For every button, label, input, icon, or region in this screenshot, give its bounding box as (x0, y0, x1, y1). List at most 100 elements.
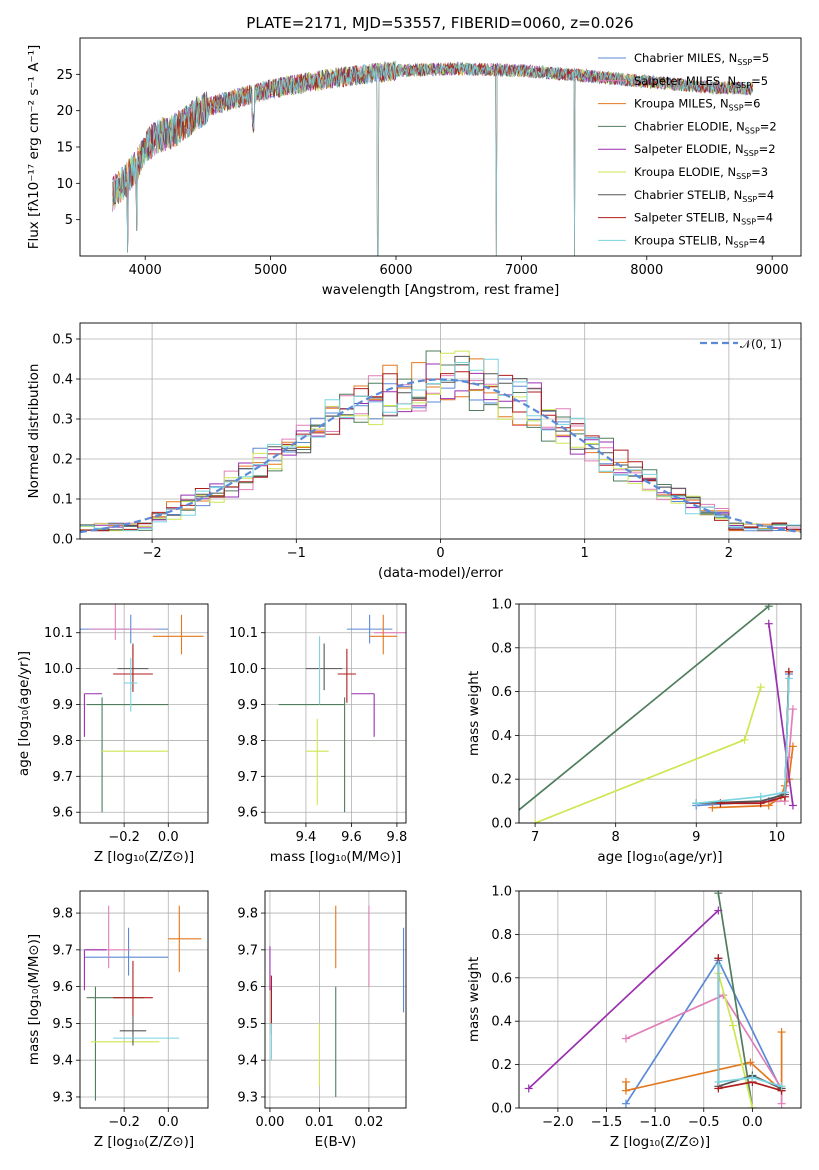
x-tick-label: 8 (612, 830, 620, 845)
y-tick-label: 20 (56, 104, 73, 119)
weight-marker (728, 1021, 737, 1030)
x-tick-label: 9 (692, 830, 700, 845)
y-tick-label: 9.6 (237, 806, 258, 821)
weight-marker (788, 801, 797, 810)
error-point (337, 648, 356, 703)
x-tick-label: 9000 (756, 263, 789, 278)
x-tick-label: 7 (531, 830, 539, 845)
axes-frame (79, 37, 802, 257)
legend-entry: Chabrier ELODIE, NSSP=2 (634, 119, 777, 135)
x-axis-label: age [log₁₀(age/yr)] (597, 849, 722, 865)
legend-entry: Chabrier MILES, NSSP=5 (634, 51, 769, 67)
normal-curve (80, 378, 801, 534)
y-tick-label: 0.0 (491, 817, 512, 832)
x-tick-label: 9.8 (387, 830, 408, 845)
legend-sub: SSP (744, 149, 759, 158)
legend-n: =5 (751, 74, 768, 88)
x-axis-label: wavelength [Angstrom, rest frame] (322, 282, 560, 298)
x-tick-label: 0.0 (742, 1115, 763, 1130)
error-point (83, 949, 107, 991)
x-tick-label: 0.0 (158, 830, 179, 845)
weight-line (528, 909, 719, 1090)
weight-marker (748, 1073, 757, 1082)
figure-title: PLATE=2171, MJD=53557, FIBERID=0060, z=0… (246, 14, 633, 32)
y-tick-label: 0.1 (52, 493, 73, 508)
x-axis-label: Z [log₁₀(Z/Z⊙)] (94, 849, 194, 865)
legend-sub: SSP (734, 240, 749, 249)
plot-area (112, 60, 754, 256)
y-tick-label: 0.0 (491, 1102, 512, 1117)
error-point (152, 614, 204, 655)
error-point (86, 986, 144, 1101)
axes-frame (79, 890, 209, 1109)
y-tick-label: 9.3 (237, 1090, 258, 1105)
y-tick-label: 0.8 (491, 928, 512, 943)
axes-weight-vs-age: 7 8 9 10 0.0 0.2 0.4 0.6 0.8 1.0 age [log₁₀(age/yr… (466, 598, 802, 865)
y-axis-label: Normed distribution (26, 364, 42, 499)
histogram-step (80, 371, 801, 532)
y-tick-label: 0.2 (491, 1058, 512, 1073)
x-tick-label: 9.4 (296, 830, 317, 845)
y-tick-label: 0.4 (52, 373, 73, 388)
y-tick-label: 0.4 (491, 1015, 512, 1030)
y-tick-label: 9.8 (52, 734, 73, 749)
error-point (113, 960, 153, 1017)
legend-entry: Salpeter STELIB, NSSP=4 (634, 211, 773, 227)
y-axis-label: age [log₁₀(age/yr)] (16, 651, 32, 776)
y-tick-label: 9.4 (52, 1054, 73, 1069)
x-tick-label: −1.0 (639, 1115, 671, 1130)
y-tick-label: 0.0 (52, 533, 73, 548)
legend-sub: SSP (737, 58, 752, 67)
weight-line (696, 678, 790, 805)
x-tick-label: 2 (725, 546, 733, 561)
legend-sub: SSP (736, 172, 751, 181)
error-point (346, 614, 393, 644)
weight-marker (764, 604, 773, 611)
weight-marker (740, 735, 749, 744)
weight-line (717, 964, 782, 1088)
weight-marker (756, 683, 765, 692)
legend: Chabrier MILES, NSSP=5 Salpeter MILES, NS… (598, 51, 777, 249)
x-axis-label: Z [log₁₀(Z/Z⊙)] (610, 1134, 710, 1150)
legend-n: =6 (744, 97, 761, 111)
y-tick-label: 0.6 (491, 685, 512, 700)
axes-weight-vs-Z: −2.0 −1.5 −1.0 −0.5 0.0 0.0 0.2 0.4 0.6 0.8 1.0 Z [… (466, 885, 802, 1150)
legend-n: =4 (749, 233, 766, 247)
legend-n: =3 (751, 165, 768, 179)
legend-sub: SSP (736, 81, 751, 90)
y-tick-label: 0.2 (52, 453, 73, 468)
weight-marker (621, 1077, 630, 1086)
x-tick-label: 5000 (254, 263, 287, 278)
x-tick-label: 7000 (505, 263, 538, 278)
y-tick-label: 9.6 (237, 980, 258, 995)
error-point (278, 697, 346, 813)
y-tick-label: 1.0 (491, 885, 512, 900)
weight-marker (780, 788, 789, 797)
y-tick-label: 0.3 (52, 413, 73, 428)
x-tick-label: 4000 (129, 263, 162, 278)
axes-mass-vs-Z: −0.2 0.0 9.3 9.4 9.5 9.6 9.7 9.8 Z [log₁₀(Z/Z⊙)]… (26, 890, 209, 1150)
weight-line (712, 746, 794, 809)
y-tick-label: 9.3 (52, 1090, 73, 1105)
axes-frame (79, 322, 802, 540)
y-tick-label: 0.4 (491, 729, 512, 744)
plot-area (269, 905, 405, 1097)
legend-n: =2 (759, 142, 776, 156)
error-point (305, 718, 329, 806)
spectrum-line (112, 62, 754, 256)
y-tick-label: 15 (56, 141, 73, 156)
weight-line (767, 623, 794, 806)
plot-area (83, 905, 202, 1101)
plot-area (519, 604, 797, 823)
legend-entry: Chabrier STELIB, NSSP=4 (634, 188, 774, 204)
weight-marker (777, 1082, 786, 1091)
weight-marker (531, 819, 540, 823)
x-tick-label: 0 (436, 546, 444, 561)
weight-marker (777, 1028, 786, 1037)
x-tick-label: 0.01 (305, 1115, 334, 1130)
error-point (168, 905, 202, 972)
x-tick-label: 0.0 (158, 1115, 179, 1130)
error-point (351, 693, 375, 737)
weight-marker (777, 1099, 786, 1108)
